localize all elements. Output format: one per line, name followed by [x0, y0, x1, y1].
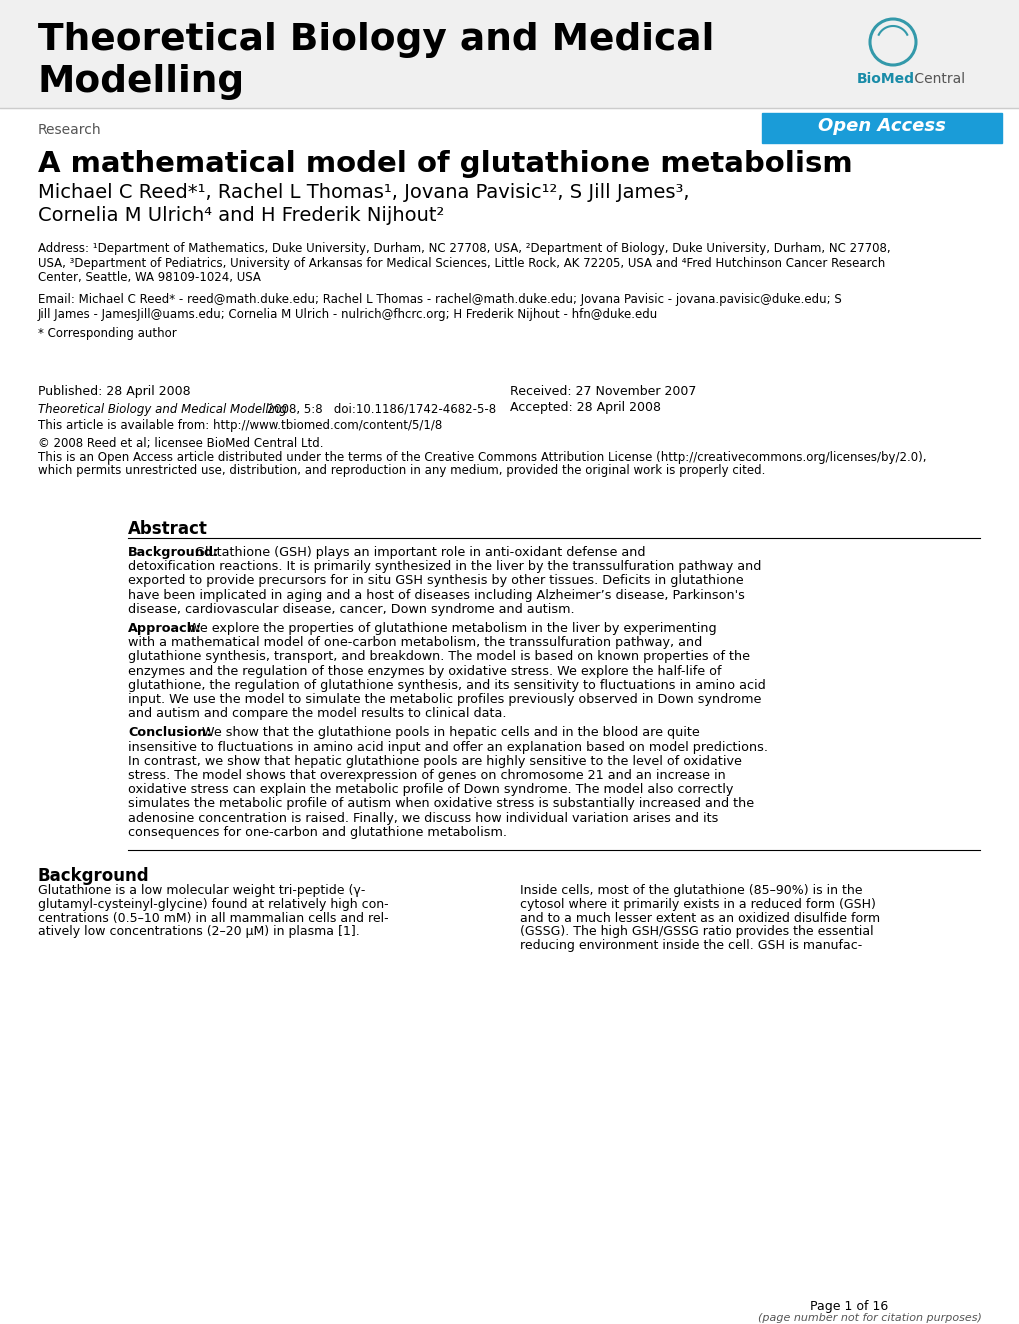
Text: Theoretical Biology and Medical Modelling: Theoretical Biology and Medical Modellin… — [38, 402, 286, 416]
Text: We show that the glutathione pools in hepatic cells and in the blood are quite: We show that the glutathione pools in he… — [198, 727, 699, 739]
Text: reducing environment inside the cell. GSH is manufac-: reducing environment inside the cell. GS… — [520, 939, 861, 952]
Text: Abstract: Abstract — [127, 520, 208, 538]
Text: simulates the metabolic profile of autism when oxidative stress is substantially: simulates the metabolic profile of autis… — [127, 797, 753, 810]
Text: with a mathematical model of one-carbon metabolism, the transsulfuration pathway: with a mathematical model of one-carbon … — [127, 637, 701, 649]
Text: atively low concentrations (2–20 μM) in plasma [1].: atively low concentrations (2–20 μM) in … — [38, 925, 360, 939]
Text: Background:: Background: — [127, 545, 219, 559]
Text: insensitive to fluctuations in amino acid input and offer an explanation based o: insensitive to fluctuations in amino aci… — [127, 740, 767, 753]
Text: Address: ¹Department of Mathematics, Duke University, Durham, NC 27708, USA, ²De: Address: ¹Department of Mathematics, Duk… — [38, 242, 890, 256]
Text: Background: Background — [38, 867, 150, 884]
Text: glutathione, the regulation of glutathione synthesis, and its sensitivity to flu: glutathione, the regulation of glutathio… — [127, 679, 765, 692]
Text: detoxification reactions. It is primarily synthesized in the liver by the transs: detoxification reactions. It is primaril… — [127, 560, 760, 573]
Text: Michael C Reed*¹, Rachel L Thomas¹, Jovana Pavisic¹², S Jill James³,: Michael C Reed*¹, Rachel L Thomas¹, Jova… — [38, 183, 689, 203]
Text: exported to provide precursors for in situ GSH synthesis by other tissues. Defic: exported to provide precursors for in si… — [127, 575, 743, 588]
Text: centrations (0.5–10 mM) in all mammalian cells and rel-: centrations (0.5–10 mM) in all mammalian… — [38, 912, 388, 924]
Text: enzymes and the regulation of those enzymes by oxidative stress. We explore the : enzymes and the regulation of those enzy… — [127, 665, 720, 678]
Text: Page 1 of 16: Page 1 of 16 — [809, 1300, 888, 1313]
Text: input. We use the model to simulate the metabolic profiles previously observed i: input. We use the model to simulate the … — [127, 692, 760, 706]
Text: Central: Central — [909, 71, 964, 86]
Text: and to a much lesser extent as an oxidized disulfide form: and to a much lesser extent as an oxidiz… — [520, 912, 879, 924]
Text: USA, ³Department of Pediatrics, University of Arkansas for Medical Sciences, Lit: USA, ³Department of Pediatrics, Universi… — [38, 257, 884, 270]
Text: A mathematical model of glutathione metabolism: A mathematical model of glutathione meta… — [38, 150, 852, 177]
Text: * Corresponding author: * Corresponding author — [38, 327, 176, 339]
Text: © 2008 Reed et al; licensee BioMed Central Ltd.: © 2008 Reed et al; licensee BioMed Centr… — [38, 437, 323, 450]
Bar — [0, 0, 1019, 109]
Text: (GSSG). The high GSH/GSSG ratio provides the essential: (GSSG). The high GSH/GSSG ratio provides… — [520, 925, 872, 939]
Text: Glutathione (GSH) plays an important role in anti-oxidant defense and: Glutathione (GSH) plays an important rol… — [191, 545, 645, 559]
Text: oxidative stress can explain the metabolic profile of Down syndrome. The model a: oxidative stress can explain the metabol… — [127, 784, 733, 796]
Text: We explore the properties of glutathione metabolism in the liver by experimentin: We explore the properties of glutathione… — [183, 622, 716, 636]
Bar — [761, 113, 1001, 143]
Text: Inside cells, most of the glutathione (85–90%) is in the: Inside cells, most of the glutathione (8… — [520, 884, 862, 896]
Text: glutathione synthesis, transport, and breakdown. The model is based on known pro: glutathione synthesis, transport, and br… — [127, 650, 749, 663]
Text: cytosol where it primarily exists in a reduced form (GSH): cytosol where it primarily exists in a r… — [520, 898, 875, 911]
Text: This is an Open Access article distributed under the terms of the Creative Commo: This is an Open Access article distribut… — [38, 451, 925, 463]
Text: stress. The model shows that overexpression of genes on chromosome 21 and an inc: stress. The model shows that overexpress… — [127, 769, 726, 782]
Text: Jill James - JamesJill@uams.edu; Cornelia M Ulrich - nulrich@fhcrc.org; H Freder: Jill James - JamesJill@uams.edu; Corneli… — [38, 308, 657, 320]
Text: which permits unrestricted use, distribution, and reproduction in any medium, pr: which permits unrestricted use, distribu… — [38, 463, 764, 477]
Text: BioMed: BioMed — [856, 71, 914, 86]
Text: Conclusion:: Conclusion: — [127, 727, 211, 739]
Text: Theoretical Biology and Medical: Theoretical Biology and Medical — [38, 23, 713, 58]
Text: adenosine concentration is raised. Finally, we discuss how individual variation : adenosine concentration is raised. Final… — [127, 812, 717, 825]
Text: Approach:: Approach: — [127, 622, 202, 636]
Text: Open Access: Open Access — [817, 117, 945, 135]
Text: Glutathione is a low molecular weight tri-peptide (γ-: Glutathione is a low molecular weight tr… — [38, 884, 365, 896]
Text: 2008, 5:8   doi:10.1186/1742-4682-5-8: 2008, 5:8 doi:10.1186/1742-4682-5-8 — [263, 402, 495, 416]
Text: Center, Seattle, WA 98109-1024, USA: Center, Seattle, WA 98109-1024, USA — [38, 271, 261, 285]
Text: glutamyl-cysteinyl-glycine) found at relatively high con-: glutamyl-cysteinyl-glycine) found at rel… — [38, 898, 388, 911]
Text: Email: Michael C Reed* - reed@math.duke.edu; Rachel L Thomas - rachel@math.duke.: Email: Michael C Reed* - reed@math.duke.… — [38, 294, 841, 306]
Text: Accepted: 28 April 2008: Accepted: 28 April 2008 — [510, 401, 660, 414]
Text: This article is available from: http://www.tbiomed.com/content/5/1/8: This article is available from: http://w… — [38, 418, 442, 432]
Text: have been implicated in aging and a host of diseases including Alzheimer’s disea: have been implicated in aging and a host… — [127, 589, 744, 601]
Text: disease, cardiovascular disease, cancer, Down syndrome and autism.: disease, cardiovascular disease, cancer,… — [127, 602, 574, 616]
Text: In contrast, we show that hepatic glutathione pools are highly sensitive to the : In contrast, we show that hepatic glutat… — [127, 755, 741, 768]
Text: Published: 28 April 2008: Published: 28 April 2008 — [38, 385, 191, 399]
Text: (page number not for citation purposes): (page number not for citation purposes) — [757, 1313, 981, 1323]
Text: Received: 27 November 2007: Received: 27 November 2007 — [510, 385, 696, 399]
Text: consequences for one-carbon and glutathione metabolism.: consequences for one-carbon and glutathi… — [127, 826, 506, 839]
Text: Modelling: Modelling — [38, 64, 245, 101]
Text: Cornelia M Ulrich⁴ and H Frederik Nijhout²: Cornelia M Ulrich⁴ and H Frederik Nijhou… — [38, 207, 444, 225]
Text: Research: Research — [38, 123, 102, 136]
Text: and autism and compare the model results to clinical data.: and autism and compare the model results… — [127, 707, 506, 720]
